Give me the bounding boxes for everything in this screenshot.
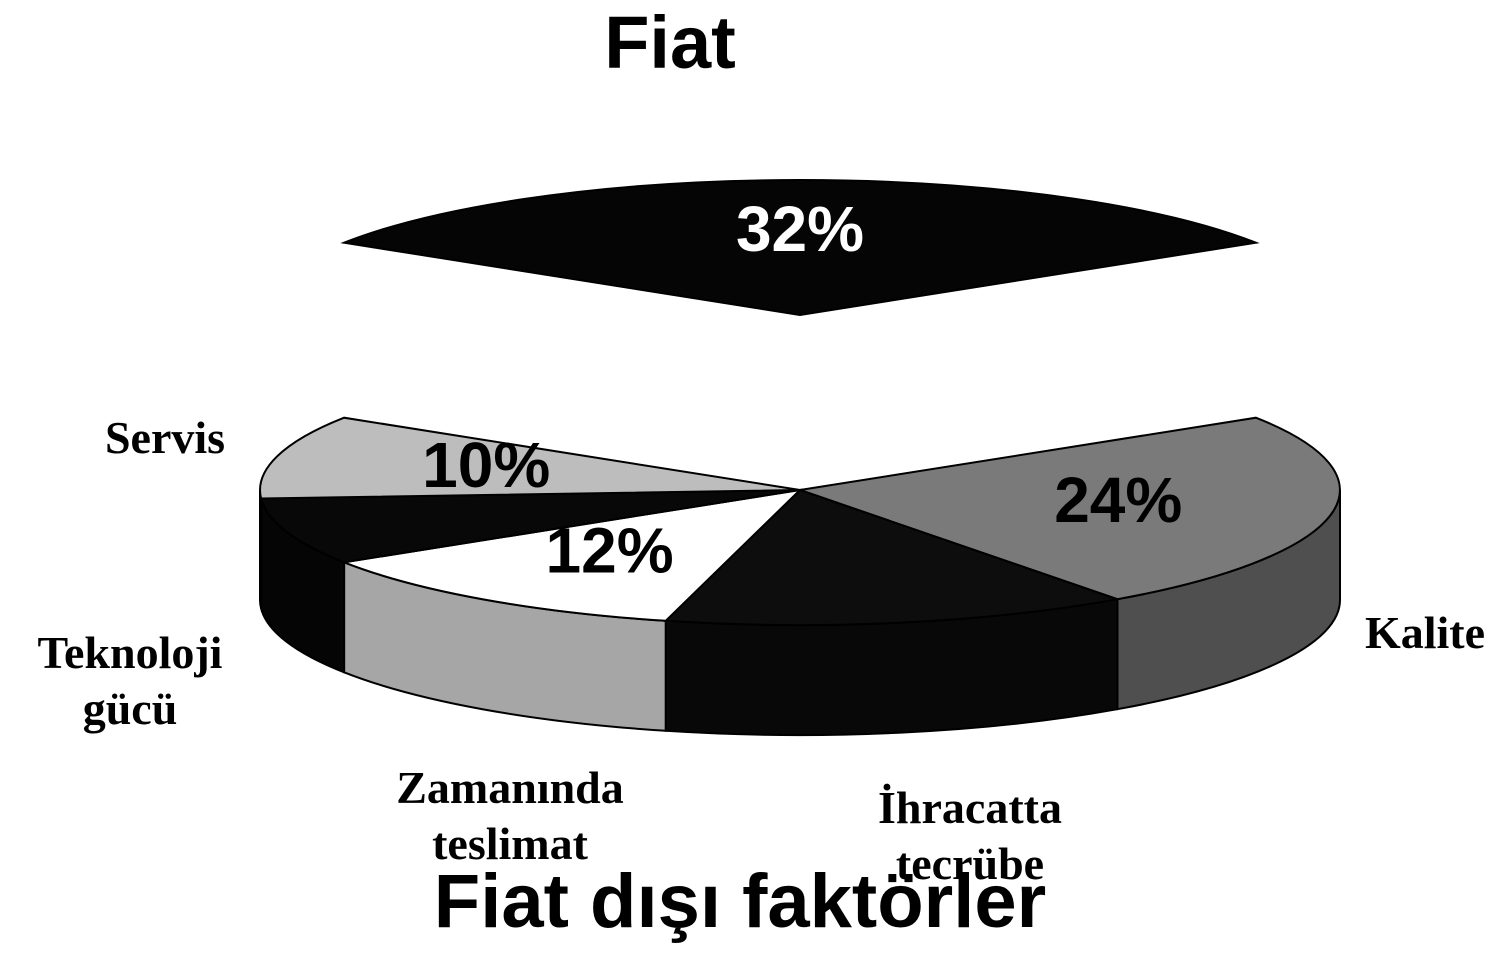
slice — [340, 179, 1260, 317]
category-label: Teknoloji gücü — [37, 627, 223, 734]
category-label: Servis — [104, 412, 226, 463]
category-label: Kalite — [1364, 607, 1486, 658]
value-label: 32% — [736, 193, 864, 265]
slice-side-shade — [665, 599, 1118, 736]
value-label: 12% — [546, 514, 674, 586]
slice — [340, 488, 803, 622]
category-label: Zamanında teslimat — [396, 762, 624, 869]
category-label: Fiat — [604, 1, 736, 84]
slice-side-shade — [1117, 490, 1340, 710]
slice-side-shade — [260, 490, 262, 609]
slice — [663, 488, 1122, 627]
value-label: 10% — [422, 429, 550, 501]
chart-title: Fiat dışı faktörler — [433, 859, 1047, 944]
slice-side-shade — [344, 562, 666, 731]
slice — [259, 489, 801, 564]
slice-side-shade — [261, 498, 345, 673]
category-label: İhracatta tecrübe — [878, 782, 1062, 889]
slice — [799, 416, 1341, 601]
slice — [259, 416, 801, 500]
value-label: 24% — [1054, 464, 1182, 536]
